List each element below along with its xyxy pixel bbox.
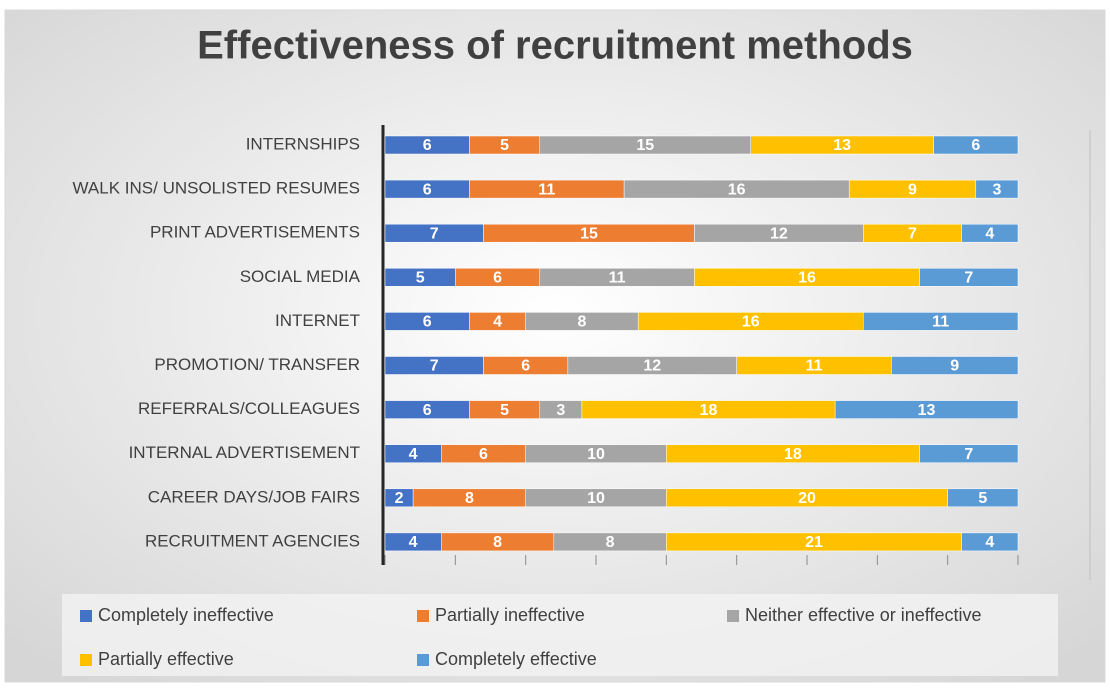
data-label: 8 [493,534,502,551]
data-label: 6 [423,402,432,419]
legend-swatch [417,654,429,666]
data-label: 4 [985,534,994,551]
data-label: 5 [416,270,425,287]
category-label: REFERRALS/COLLEAGUES [138,399,360,418]
legend-swatch [80,654,92,666]
data-label: 4 [409,534,418,551]
bar-segment [919,268,1019,287]
data-label: 15 [636,137,654,154]
data-label: 4 [493,314,502,331]
data-label: 11 [806,358,823,375]
bar-segment [891,356,1019,375]
data-label: 8 [465,490,474,507]
data-label: 6 [493,270,502,287]
data-label: 11 [609,270,626,287]
data-label: 11 [932,314,949,331]
data-label: 7 [908,225,917,242]
data-label: 6 [423,314,432,331]
chart-background [4,9,1106,683]
bar-segment [863,312,1019,331]
legend-label: Completely effective [435,649,597,669]
data-label: 7 [964,446,973,463]
legend-label: Completely ineffective [98,605,274,625]
data-label: 5 [500,402,509,419]
category-label: INTERNAL ADVERTISEMENT [129,443,360,462]
data-label: 6 [479,446,488,463]
data-label: 8 [606,534,615,551]
legend-swatch [80,610,92,622]
legend-swatch [727,610,739,622]
category-label: PRINT ADVERTISEMENTS [150,223,360,242]
data-label: 15 [580,225,598,242]
bar-segment [834,400,1019,419]
data-label: 9 [950,358,959,375]
category-label: RECRUITMENT AGENCIES [145,531,360,550]
bar-segment [961,223,1019,243]
data-label: 4 [409,446,418,463]
data-label: 21 [805,534,823,551]
data-label: 13 [918,402,936,419]
data-label: 4 [985,225,994,242]
category-label: SOCIAL MEDIA [240,267,361,286]
legend-label: Partially effective [98,649,234,669]
data-label: 5 [500,137,509,154]
data-label: 11 [538,181,555,198]
data-label: 3 [992,181,1001,198]
data-label: 12 [770,225,788,242]
data-label: 9 [908,181,917,198]
data-label: 5 [978,490,987,507]
bar-segment [975,179,1019,199]
data-label: 6 [971,137,980,154]
data-label: 20 [798,490,816,507]
data-label: 18 [700,402,718,419]
data-label: 10 [587,446,605,463]
data-label: 18 [784,446,802,463]
legend-box [62,594,1058,676]
legend-label: Partially ineffective [435,605,585,625]
data-label: 16 [798,270,816,287]
bar-segment [933,135,1019,155]
data-label: 7 [964,270,973,287]
bar-segment [947,488,1019,508]
chart-title: Effectiveness of recruitment methods [197,24,913,68]
data-label: 16 [728,181,746,198]
category-label: INTERNSHIPS [246,134,360,153]
category-label: CAREER DAYS/JOB FAIRS [148,487,360,506]
bar-segment [961,532,1019,552]
data-label: 16 [742,314,760,331]
data-label: 6 [521,358,530,375]
data-label: 8 [577,314,586,331]
data-label: 3 [556,402,565,419]
category-label: PROMOTION/ TRANSFER [154,355,360,374]
data-label: 12 [643,358,661,375]
data-label: 10 [587,490,605,507]
legend-swatch [417,610,429,622]
data-label: 2 [395,490,404,507]
category-label: INTERNET [275,311,360,330]
category-label: WALK INS/ UNSOLISTED RESUMES [73,179,360,198]
data-label: 6 [423,137,432,154]
data-label: 13 [833,137,851,154]
data-label: 7 [430,225,439,242]
data-label: 7 [430,358,439,375]
data-label: 6 [423,181,432,198]
bar-segment [919,444,1019,463]
legend-label: Neither effective or ineffective [745,605,981,625]
